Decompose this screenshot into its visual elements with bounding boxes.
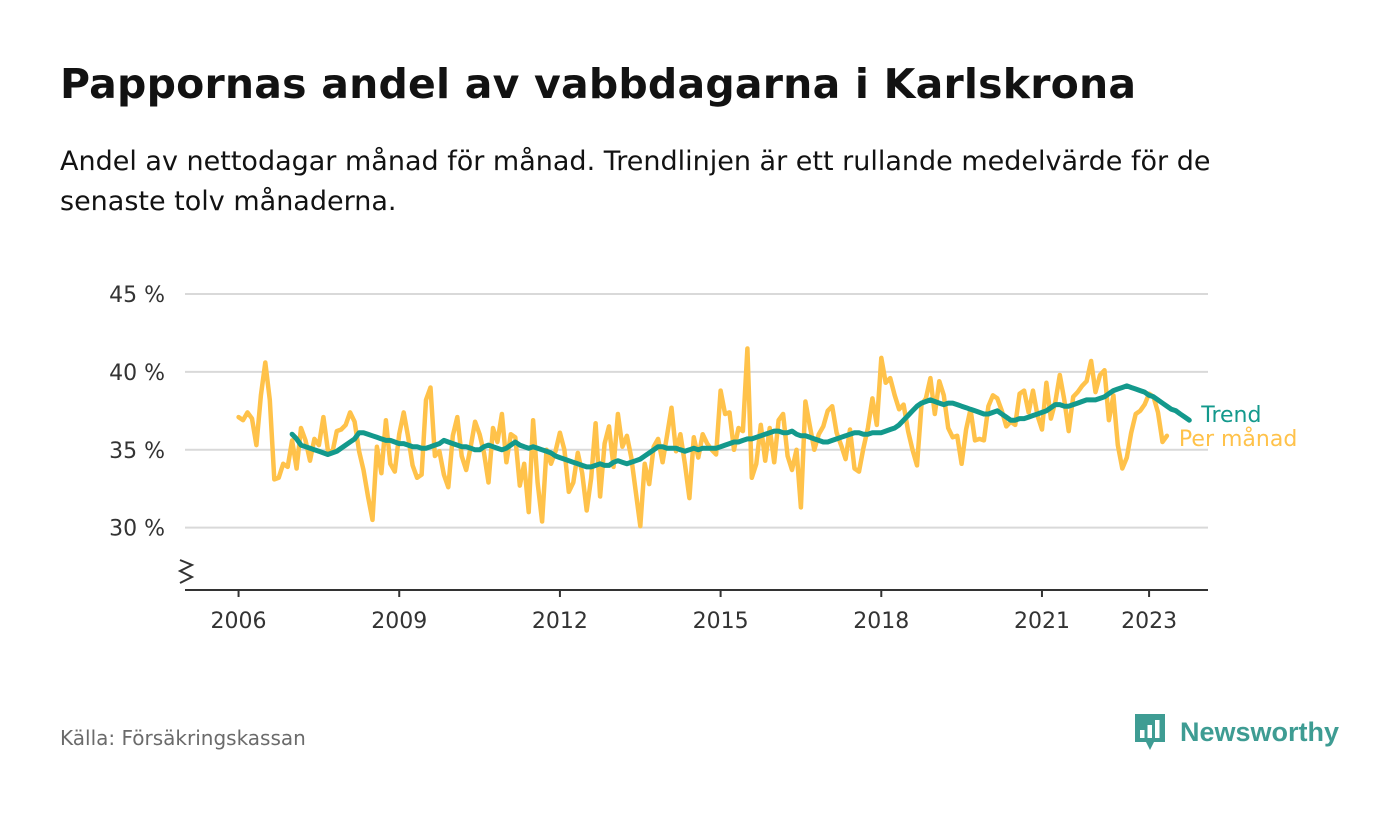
x-tick-label: 2006 xyxy=(211,609,267,634)
chart-subtitle: Andel av nettodagar månad för månad. Tre… xyxy=(60,146,1211,217)
y-tick-label: 40 % xyxy=(109,361,165,386)
series-lines xyxy=(236,346,1192,529)
axis-break-icon xyxy=(177,559,195,584)
y-tick-label: 45 % xyxy=(109,283,165,308)
x-tick-label: 2012 xyxy=(532,609,588,634)
x-tick-label: 2018 xyxy=(853,609,909,634)
x-tick-label: 2021 xyxy=(1014,609,1070,634)
axes: 30 % 35 % 40 % 45 % 2006 2009 2012 2015 2018 2021… xyxy=(109,283,1208,634)
brand-logo[interactable]: Newsworthy xyxy=(1132,710,1339,754)
series-line-per-manad xyxy=(236,346,1170,529)
legend-label-trend: Trend xyxy=(1200,403,1261,428)
chart-title: Pappornas andel av vabbdagarna i Karlskr… xyxy=(60,60,1137,108)
legend-label-per-manad: Per månad xyxy=(1179,426,1297,452)
newsworthy-logo-icon xyxy=(1135,714,1165,750)
y-tick-label: 30 % xyxy=(109,517,165,542)
source-note: Källa: Försäkringskassan xyxy=(60,726,306,750)
x-tick-label: 2009 xyxy=(371,609,427,634)
x-tick-label: 2023 xyxy=(1121,609,1177,634)
brand-name: Newsworthy xyxy=(1180,716,1340,747)
y-tick-label: 35 % xyxy=(109,439,165,464)
grid-lines xyxy=(185,293,1208,529)
series-line-trend xyxy=(289,383,1192,470)
x-tick-label: 2015 xyxy=(693,609,749,634)
